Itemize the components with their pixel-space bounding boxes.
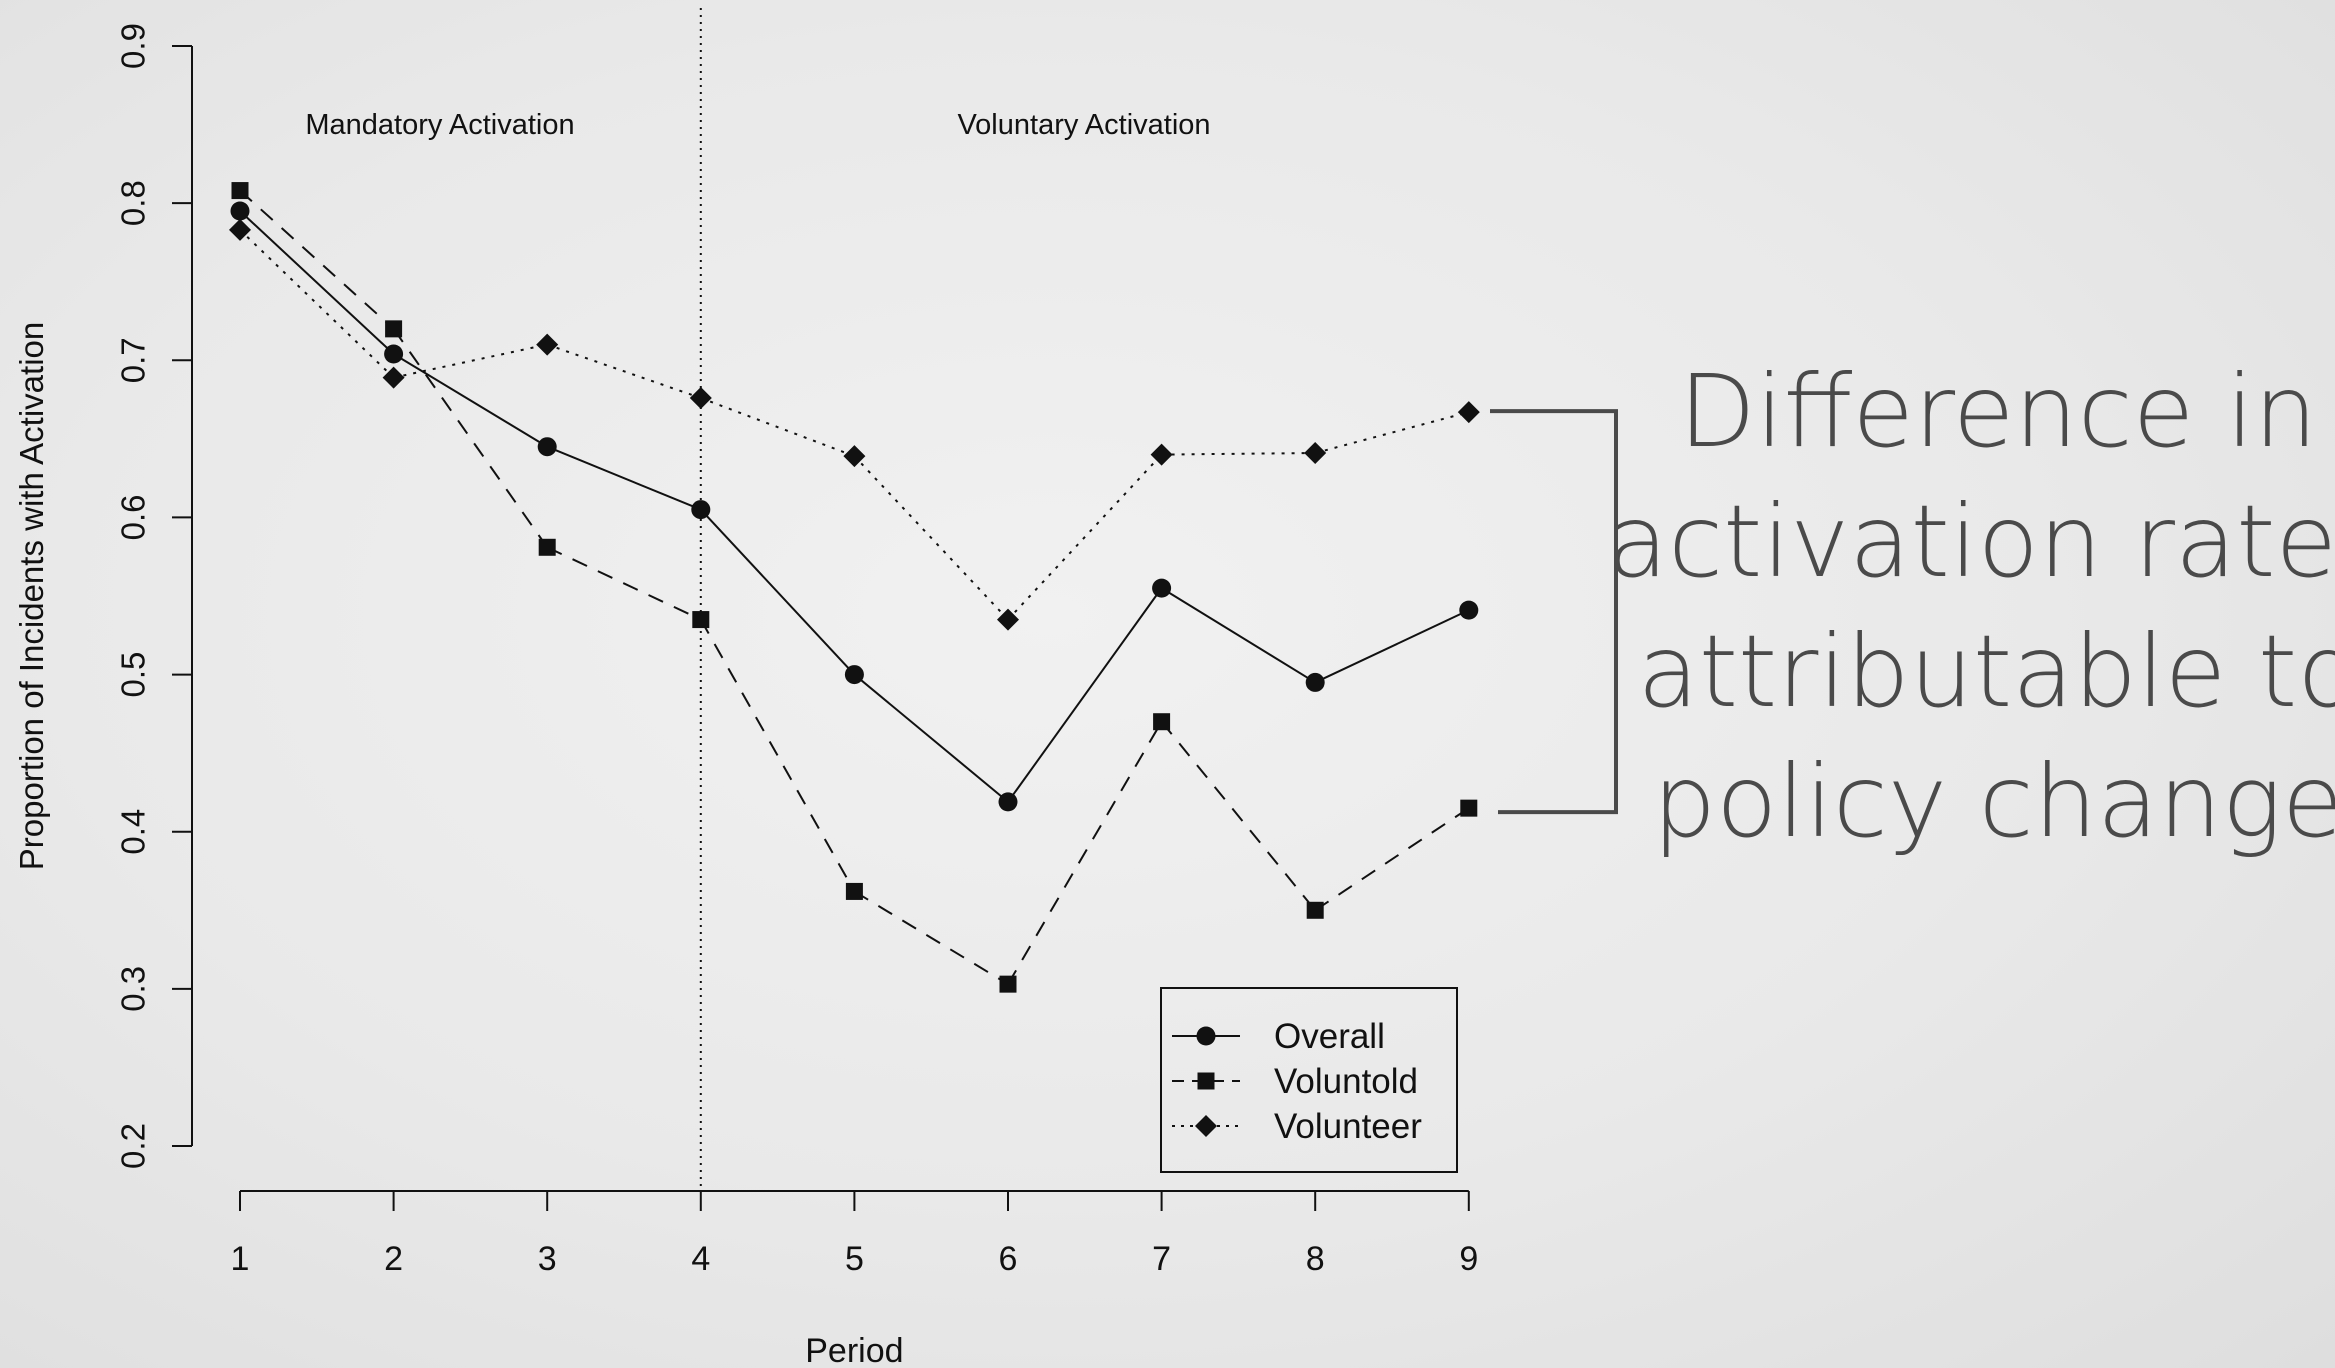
y-tick-label: 0.3: [115, 966, 152, 1012]
region-label: Voluntary Activation: [957, 109, 1210, 141]
data-point-circle: [1459, 600, 1479, 620]
series-segment: [239, 189, 395, 330]
legend-entry-label: Voluntold: [1274, 1062, 1418, 1101]
legend-entry-label: Overall: [1274, 1017, 1385, 1056]
legend-marker-square: [1197, 1072, 1215, 1090]
x-tick-label: 1: [231, 1240, 250, 1278]
series-segment: [239, 210, 395, 355]
series-segment: [546, 343, 702, 399]
x-tick-label: 8: [1306, 1240, 1325, 1278]
data-point-square: [692, 611, 710, 629]
series-segment: [546, 445, 702, 511]
data-point-diamond: [689, 387, 712, 409]
series-segment: [1314, 807, 1470, 912]
series-voluntold: [231, 182, 1478, 993]
data-point-circle: [844, 665, 864, 685]
data-point-diamond: [843, 445, 866, 468]
data-point-circle: [537, 437, 557, 457]
y-tick-label: 0.5: [115, 652, 152, 698]
data-point-square: [1153, 713, 1171, 731]
data-point-diamond: [997, 608, 1019, 631]
data-point-diamond: [536, 333, 559, 356]
legend: Overall Voluntold Volunteer: [1160, 987, 1458, 1173]
series-segment: [700, 508, 856, 676]
series-segment: [1314, 609, 1470, 684]
series-segment: [1160, 721, 1316, 911]
data-point-diamond: [1304, 442, 1327, 464]
callout-line: Difference in: [1679, 353, 2317, 470]
x-tick-label: 6: [999, 1240, 1018, 1278]
x-axis-label: Period: [805, 1332, 903, 1368]
series-segment: [393, 343, 548, 379]
data-point-circle: [1152, 578, 1172, 598]
series-segment: [1161, 587, 1316, 684]
series-segment: [393, 353, 548, 448]
region-label: Mandatory Activation: [305, 109, 574, 141]
series-overall: [230, 201, 1479, 812]
data-point-circle: [384, 344, 404, 364]
x-tick-label: 2: [384, 1240, 403, 1278]
x-tick-label: 4: [691, 1240, 710, 1278]
y-tick-label: 0.7: [115, 337, 152, 383]
legend-marker-circle: [1196, 1026, 1216, 1046]
data-point-square: [385, 320, 403, 338]
data-point-circle: [230, 201, 250, 221]
callout-line: attributable to: [1638, 613, 2335, 730]
series-segment: [853, 890, 1009, 985]
series-segment: [853, 455, 1009, 621]
data-point-square: [538, 538, 556, 556]
legend-marker-diamond: [1195, 1115, 1217, 1137]
region-labels: Mandatory Activation Voluntary Activation: [305, 109, 1210, 141]
series-segment: [700, 397, 855, 458]
series-segment: [853, 673, 1009, 803]
series-segment: [392, 328, 549, 548]
legend-entry-label: Volunteer: [1274, 1107, 1422, 1146]
series-segment: [1007, 453, 1163, 621]
difference-bracket: [1490, 409, 1618, 815]
series-segment: [699, 619, 856, 892]
x-tick-label: 5: [845, 1240, 864, 1278]
callout-line: activation rates: [1607, 483, 2335, 600]
data-point-diamond: [1150, 443, 1173, 466]
y-tick-label: 0.8: [115, 180, 152, 226]
y-axis-label: Proportion of Incidents with Activation: [13, 322, 50, 870]
y-tick-label: 0.2: [115, 1123, 152, 1169]
data-point-square: [999, 975, 1017, 993]
callout: Difference in activation rates attributabl…: [1490, 353, 2335, 860]
data-point-diamond: [1457, 401, 1480, 424]
series-segment: [1007, 587, 1163, 803]
data-point-square: [1460, 799, 1478, 817]
data-point-diamond: [382, 366, 405, 389]
data-point-circle: [691, 500, 711, 520]
y-tick-label: 0.4: [115, 809, 152, 855]
callout-line: policy change: [1653, 743, 2335, 860]
data-point-square: [231, 182, 249, 200]
legend-box: [1160, 987, 1458, 1173]
axes-group: 0.2 0.3 0.4 0.5 0.6 0.7 0.8 0.9 Proportion of In…: [13, 8, 1478, 1368]
x-tick-label: 3: [538, 1240, 557, 1278]
x-tick-label: 9: [1459, 1240, 1478, 1278]
series-volunteer: [229, 218, 1480, 631]
series-segment: [546, 546, 702, 621]
y-tick-label: 0.6: [115, 494, 152, 540]
x-tick-label: 7: [1152, 1240, 1171, 1278]
data-point-square: [1306, 901, 1324, 919]
series-group: [229, 182, 1480, 993]
data-point-circle: [1305, 672, 1325, 692]
data-point-diamond: [229, 218, 251, 241]
data-point-square: [845, 882, 863, 900]
y-tick-label: 0.9: [115, 23, 152, 69]
series-segment: [1161, 452, 1316, 456]
series-segment: [1007, 721, 1163, 985]
data-point-circle: [998, 792, 1018, 812]
series-segment: [239, 229, 395, 379]
series-segment: [1314, 411, 1470, 454]
